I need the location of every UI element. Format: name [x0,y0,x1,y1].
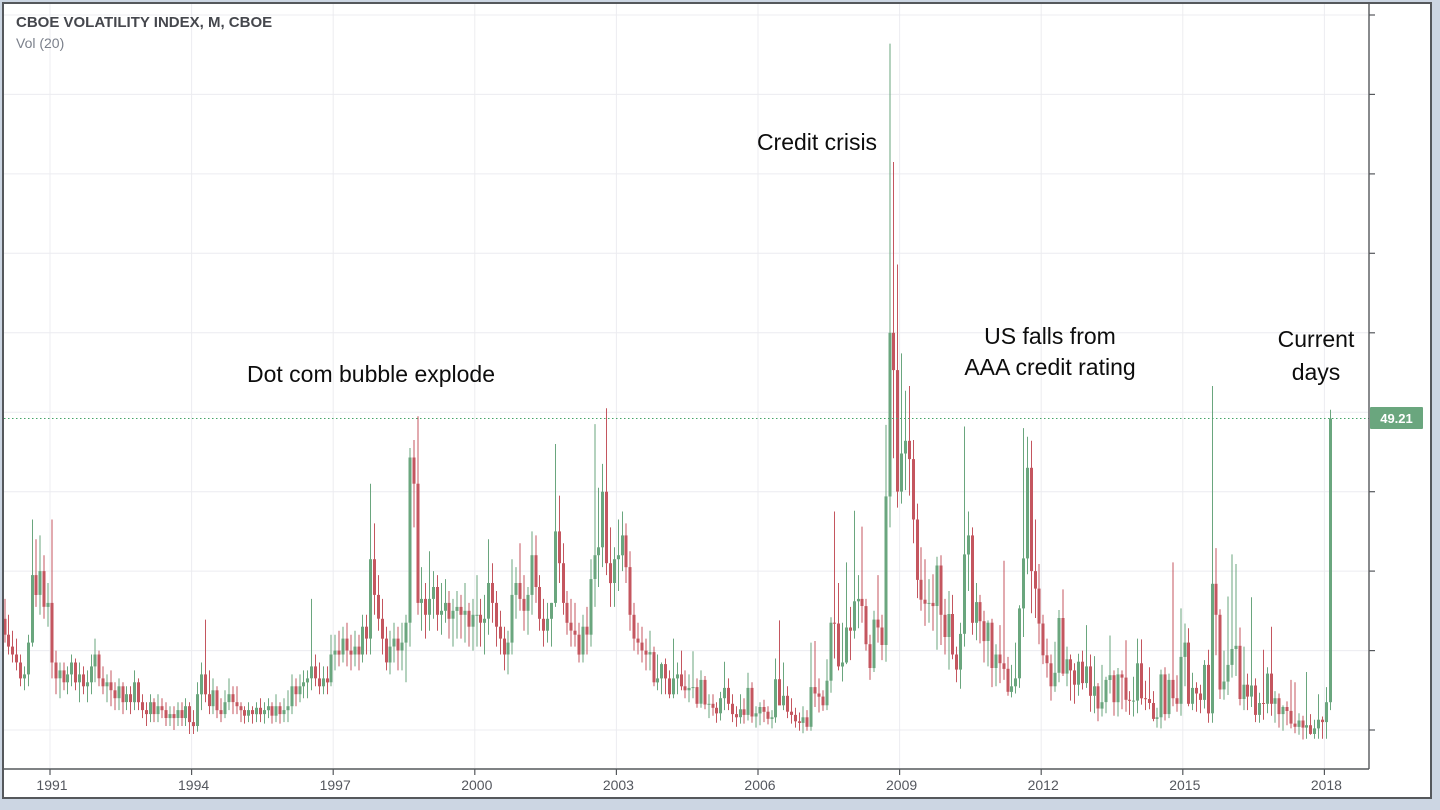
year-tick-label: 2000 [461,777,493,793]
last-price-badge: 49.21 [1370,407,1423,430]
annotation-aaa-downgrade: US falls from AAA credit rating [964,321,1135,383]
year-tick-label: 2012 [1027,777,1059,793]
time-axis[interactable]: 1991 1994 1997 2000 2003 2006 2009 2012 2015 2018 [2,769,1370,799]
annotation-aaa-line1: US falls from [984,323,1116,349]
year-tick-label: 2009 [886,777,918,793]
year-tick-label: 1991 [36,777,68,793]
candles-layer [4,43,1332,740]
year-tick-label: 1997 [319,777,351,793]
year-tick-label: 1994 [178,777,210,793]
annotation-aaa-line2: AAA credit rating [964,354,1136,380]
price-axis[interactable]: 100.0090.0080.0070.0060.0040.0030.0020.0… [1370,2,1432,769]
year-tick-label: 2018 [1310,777,1342,793]
annotation-credit-crisis: Credit crisis [756,129,878,155]
annotation-dot-com-bubble: Dot com bubble explode [246,361,496,387]
year-tick-label: 2015 [1169,777,1201,793]
annotation-current-line1: Current [1277,326,1355,352]
annotation-current-line2: days [1291,359,1341,385]
year-tick-label: 2003 [602,777,634,793]
annotation-current-days: Current days [1278,323,1355,389]
year-tick-label: 2006 [744,777,776,793]
